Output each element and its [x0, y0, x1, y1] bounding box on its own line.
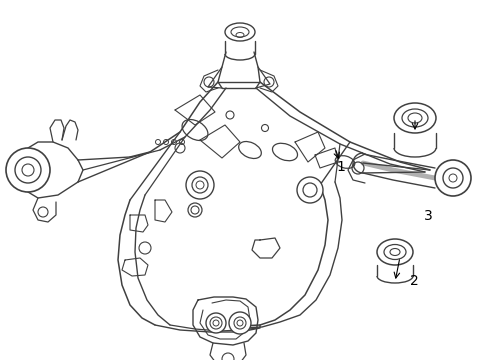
Text: 1: 1	[336, 161, 345, 174]
Circle shape	[206, 313, 226, 333]
Circle shape	[229, 312, 251, 334]
Text: 3: 3	[424, 209, 433, 223]
Circle shape	[297, 177, 323, 203]
Circle shape	[435, 160, 471, 196]
Circle shape	[186, 171, 214, 199]
Circle shape	[188, 203, 202, 217]
Circle shape	[6, 148, 50, 192]
Text: 2: 2	[410, 274, 418, 288]
